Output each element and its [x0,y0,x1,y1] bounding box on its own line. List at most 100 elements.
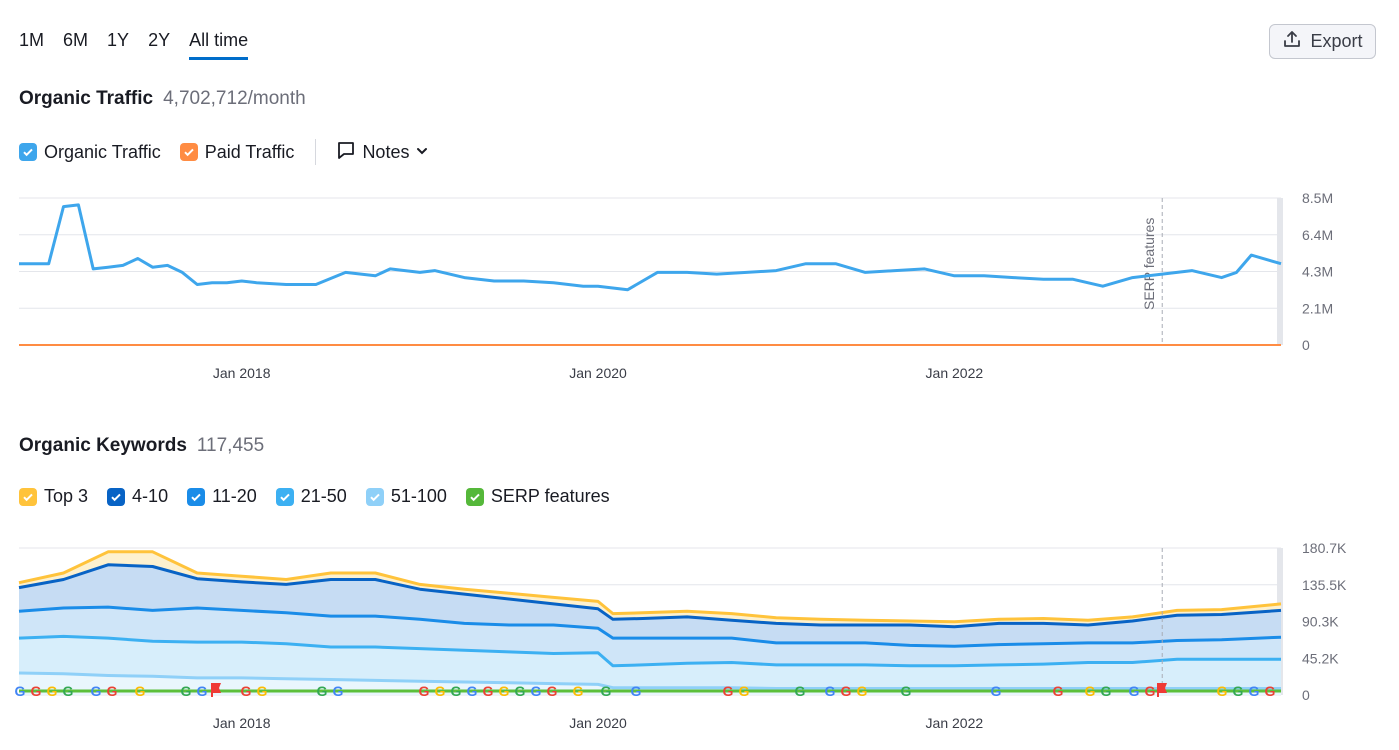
y-tick-label: 6.4M [1302,227,1333,243]
google-update-icon[interactable]: G [901,683,912,699]
google-update-icon[interactable]: G [333,683,344,699]
google-update-icon[interactable]: G [181,683,192,699]
google-update-icon[interactable]: G [91,683,102,699]
range-tab[interactable]: 1Y [107,30,130,50]
google-update-icon[interactable]: G [419,683,430,699]
google-update-icon[interactable]: G [723,683,734,699]
y-tick-label: 2.1M [1302,300,1333,316]
google-update-icon[interactable]: G [1249,683,1260,699]
google-update-icon[interactable]: G [795,683,806,699]
comment-icon [336,140,356,165]
google-update-icon[interactable]: G [15,683,26,699]
y-tick-label: 0 [1302,337,1310,353]
checkbox-icon[interactable] [365,487,384,506]
google-update-icon[interactable]: G [47,683,58,699]
legend-item[interactable]: 21-50 [275,486,347,507]
checkbox-icon[interactable] [465,487,484,506]
google-update-icon[interactable]: G [1217,683,1228,699]
google-update-icon[interactable]: G [451,683,462,699]
flag-icon[interactable] [211,683,221,697]
range-tab[interactable]: 2Y [148,30,171,50]
google-update-icon[interactable]: G [1085,683,1096,699]
checkbox-icon[interactable] [275,487,294,506]
checkbox-icon[interactable] [107,487,126,506]
range-tab[interactable]: 1M [19,30,45,50]
x-tick-label: Jan 2018 [213,715,271,731]
google-update-icon[interactable]: G [825,683,836,699]
google-update-icon[interactable]: G [31,683,42,699]
checkbox-icon[interactable] [179,143,198,161]
legend-organic-traffic[interactable]: Organic Traffic [19,142,161,163]
google-update-icon[interactable]: G [1129,683,1140,699]
google-update-icon[interactable]: G [531,683,542,699]
google-update-icon[interactable]: G [841,683,852,699]
legend-item[interactable]: 11-20 [187,486,257,507]
google-update-icon[interactable]: G [63,683,74,699]
annotation-label: SERP features [1141,218,1157,310]
legend-label: 51-100 [390,486,447,506]
legend-item[interactable]: 51-100 [365,486,447,507]
series-line [18,605,1282,648]
google-update-icon[interactable]: G [467,683,478,699]
google-update-icon[interactable]: G [435,683,446,699]
google-update-icon[interactable]: G [739,683,750,699]
checkbox-icon[interactable] [19,143,37,161]
chart-edge-strip [1277,198,1283,345]
legend-item[interactable]: 4-10 [107,486,168,507]
y-tick-label: 4.3M [1302,264,1333,280]
google-update-icon[interactable]: G [1053,683,1064,699]
google-update-icon[interactable]: G [257,683,268,699]
legend-label: 21-50 [300,486,347,506]
legend-label: 4-10 [132,486,169,506]
google-update-icon[interactable]: G [1145,683,1156,699]
organic-traffic-chart: 8.5M 6.4M 4.3M 2.1M 0 Jan 2018 Jan 2020 Jan 202… [19,190,1333,381]
traffic-section-title: Organic Traffic 4,702,712/month [19,88,306,110]
google-update-icon[interactable]: G [499,683,510,699]
google-update-icon[interactable]: G [991,683,1002,699]
google-update-icon[interactable]: G [107,683,118,699]
series-line [18,671,1281,690]
y-tick-label: 45.2K [1302,650,1339,666]
notes-dropdown[interactable]: Notes [336,140,429,165]
x-tick-label: Jan 2022 [926,715,984,731]
google-update-icon[interactable]: G [573,683,584,699]
google-update-icon[interactable]: G [317,683,328,699]
google-update-icon[interactable]: G [1265,683,1276,699]
checkbox-icon[interactable] [19,487,37,506]
y-tick-label: 135.5K [1302,577,1347,593]
google-update-icon[interactable]: G [857,683,868,699]
legend-label: 11-20 [212,486,257,506]
keywords-title: Organic Keywords [19,435,187,456]
google-update-icon[interactable]: G [241,683,252,699]
series-line [18,550,1282,624]
google-update-icon[interactable]: G [1233,683,1244,699]
range-tab[interactable]: 6M [63,30,89,50]
export-label: Export [1310,31,1363,51]
y-tick-label: 0 [1302,687,1310,703]
legend-divider [315,139,317,165]
google-update-icon[interactable]: G [515,683,526,699]
export-button[interactable]: Export [1269,24,1376,59]
checkbox-icon[interactable] [187,487,206,506]
google-update-icon[interactable]: G [135,683,146,699]
google-update-icon[interactable]: G [601,683,612,699]
google-update-icon[interactable]: G [483,683,494,699]
google-update-icon[interactable]: G [547,683,558,699]
legend-label: Top 3 [44,486,89,506]
x-tick-label: Jan 2020 [569,365,627,381]
range-tab[interactable]: All time [189,30,249,60]
google-update-icon[interactable]: G [631,683,642,699]
x-tick-label: Jan 2018 [213,365,271,381]
legend-item[interactable]: SERP features [465,486,610,507]
series-line [18,634,1281,668]
y-tick-label: 8.5M [1302,190,1333,206]
legend-label: SERP features [490,486,610,506]
keywords-value: 117,455 [196,435,265,456]
flag-icon[interactable] [1157,683,1167,697]
google-update-icon[interactable]: G [1101,683,1112,699]
legend-paid-traffic[interactable]: Paid Traffic [179,142,294,163]
organic-keywords-chart: 180.7K 135.5K 90.3K 45.2K 0 Jan 2018 Jan 2020 J… [15,540,1347,731]
traffic-value: 4,702,712/month [163,88,306,109]
google-update-icon[interactable]: G [197,683,208,699]
legend-item[interactable]: Top 3 [19,486,88,507]
